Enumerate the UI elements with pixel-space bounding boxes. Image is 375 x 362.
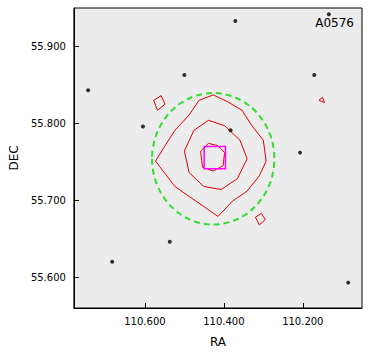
svg-text:55.900: 55.900 (31, 41, 66, 52)
svg-text:RA: RA (210, 335, 227, 349)
svg-text:DEC: DEC (7, 145, 21, 170)
svg-text:55.700: 55.700 (31, 195, 66, 206)
svg-text:110.600: 110.600 (124, 316, 165, 327)
svg-text:110.200: 110.200 (282, 316, 323, 327)
svg-text:55.800: 55.800 (31, 118, 66, 129)
svg-text:55.600: 55.600 (31, 272, 66, 283)
svg-text:A0576: A0576 (315, 16, 354, 30)
svg-text:110.400: 110.400 (203, 316, 244, 327)
